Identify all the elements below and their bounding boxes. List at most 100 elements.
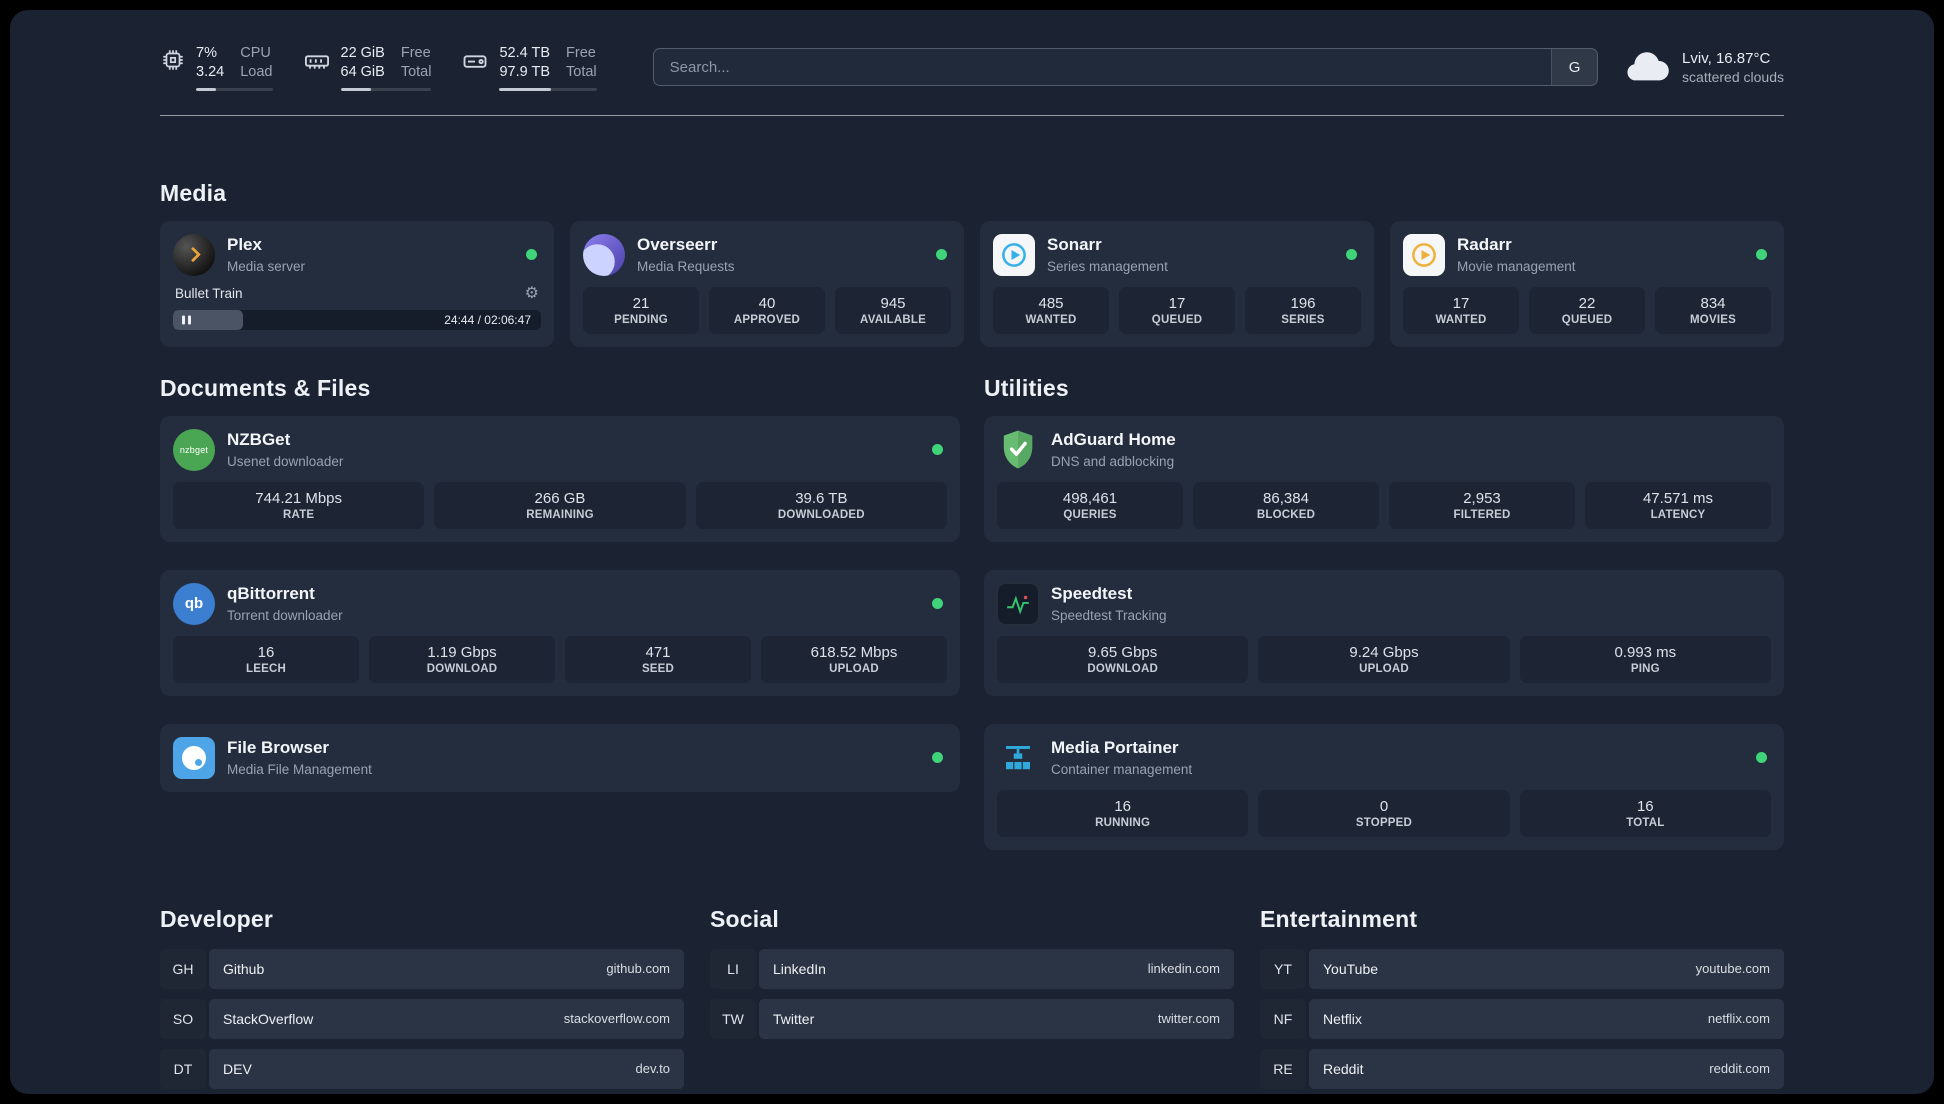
bookmark-dev[interactable]: DT DEV dev.to bbox=[160, 1048, 684, 1089]
stat-queued: 22 QUEUED bbox=[1529, 286, 1645, 334]
bookmark-pill: DEV dev.to bbox=[209, 1048, 684, 1089]
bookmark-reddit[interactable]: RE Reddit reddit.com bbox=[1260, 1048, 1784, 1089]
bookmark-github[interactable]: GH Github github.com bbox=[160, 948, 684, 989]
bookmark-pill: Reddit reddit.com bbox=[1309, 1048, 1784, 1089]
card-adguard[interactable]: AdGuard Home DNS and adblocking 498,461 … bbox=[984, 415, 1784, 542]
pause-icon[interactable] bbox=[182, 315, 191, 325]
memory-progress-bar bbox=[340, 87, 432, 91]
cpu-icon bbox=[160, 47, 186, 73]
disk-free: 52.4 TB bbox=[499, 45, 551, 61]
card-filebrowser[interactable]: File Browser Media File Management bbox=[160, 723, 960, 792]
stat-approved: 40 APPROVED bbox=[709, 286, 825, 334]
stat-series: 196 SERIES bbox=[1245, 286, 1361, 334]
card-title: Sonarr bbox=[1047, 235, 1102, 255]
overseerr-icon bbox=[583, 233, 625, 276]
card-portainer[interactable]: Media Portainer Container management 16 … bbox=[984, 723, 1784, 850]
bookmark-pill: StackOverflow stackoverflow.com bbox=[209, 998, 684, 1039]
bookmark-stackoverflow[interactable]: SO StackOverflow stackoverflow.com bbox=[160, 998, 684, 1039]
card-nzbget[interactable]: nzbget NZBGet Usenet downloader 744.21 M… bbox=[160, 415, 960, 542]
utilities-column: Utilities AdGuard Home bbox=[984, 375, 1784, 850]
bookmark-abbr: YT bbox=[1260, 948, 1306, 989]
stat-blocked: 86,384 BLOCKED bbox=[1193, 481, 1379, 529]
card-title: File Browser bbox=[227, 738, 330, 758]
playback-time: 24:44 / 02:06:47 bbox=[444, 312, 531, 327]
bookmark-abbr: LI bbox=[710, 948, 756, 989]
card-sonarr[interactable]: Sonarr Series management 485 WANTED 17 Q… bbox=[980, 220, 1374, 347]
bookmark-pill: Github github.com bbox=[209, 948, 684, 989]
cpu-label-bottom: Load bbox=[240, 63, 273, 80]
weather-condition: scattered clouds bbox=[1682, 68, 1784, 85]
weather-widget: Lviv, 16.87°C scattered clouds bbox=[1624, 50, 1784, 85]
stat-wanted: 485 WANTED bbox=[993, 286, 1109, 334]
card-subtitle: Series management bbox=[1047, 258, 1168, 274]
bookmark-abbr: DT bbox=[160, 1048, 206, 1089]
cpu-widget: 7% 3.24 CPU Load bbox=[160, 44, 273, 91]
plex-icon bbox=[173, 233, 215, 276]
stat-seed: 471 SEED bbox=[565, 635, 751, 683]
stat-rate: 744.21 Mbps RATE bbox=[173, 481, 425, 529]
bookmark-youtube[interactable]: YT YouTube youtube.com bbox=[1260, 948, 1784, 989]
stat-queries: 498,461 QUERIES bbox=[997, 481, 1183, 529]
section-title-media: Media bbox=[160, 179, 227, 206]
stat-running: 16 RUNNING bbox=[997, 789, 1249, 837]
card-title: Media Portainer bbox=[1051, 738, 1179, 758]
status-dot bbox=[1346, 249, 1357, 261]
card-title: Overseerr bbox=[637, 235, 718, 255]
gear-icon[interactable]: ⚙ bbox=[524, 284, 539, 302]
bookmark-abbr: RE bbox=[1260, 1048, 1306, 1089]
playback-progress-fill bbox=[173, 309, 243, 330]
card-plex[interactable]: Plex Media server Bullet Train ⚙ 24:44 /… bbox=[160, 220, 554, 347]
card-radarr[interactable]: Radarr Movie management 17 WANTED 22 QUE… bbox=[1390, 220, 1784, 347]
track-title: Bullet Train bbox=[175, 286, 243, 302]
radarr-icon bbox=[1403, 233, 1445, 276]
card-title: NZBGet bbox=[227, 430, 291, 450]
plex-now-playing: Bullet Train ⚙ 24:44 / 02:06:47 bbox=[173, 284, 541, 330]
memory-icon bbox=[303, 47, 331, 75]
stat-leech: 16 LEECH bbox=[173, 635, 359, 683]
bookmark-group-entertainment: Entertainment YT YouTube youtube.com NF … bbox=[1260, 906, 1784, 1094]
middle-columns: Documents & Files nzbget NZBGet Usenet d… bbox=[160, 375, 1784, 850]
search-provider-button[interactable]: G bbox=[1551, 49, 1598, 86]
card-title: Plex bbox=[227, 235, 262, 255]
nzbget-icon: nzbget bbox=[173, 428, 215, 471]
disk-total: 97.9 TB bbox=[499, 63, 551, 80]
disk-label-bottom: Total bbox=[566, 63, 597, 80]
section-title-social: Social bbox=[710, 905, 779, 932]
stat-ping: 0.993 ms PING bbox=[1519, 635, 1771, 683]
playback-progress-bar: 24:44 / 02:06:47 bbox=[173, 309, 541, 330]
cpu-progress-bar bbox=[196, 87, 273, 91]
status-dot bbox=[932, 752, 943, 764]
status-dot bbox=[1756, 249, 1767, 261]
card-speedtest[interactable]: Speedtest Speedtest Tracking 9.65 Gbps D… bbox=[984, 569, 1784, 696]
topbar: 7% 3.24 CPU Load bbox=[160, 44, 1784, 91]
divider bbox=[160, 114, 1784, 116]
card-title: qBittorrent bbox=[227, 584, 315, 604]
card-title: AdGuard Home bbox=[1051, 430, 1176, 450]
portainer-icon bbox=[997, 737, 1039, 779]
bookmark-pill: Netflix netflix.com bbox=[1309, 998, 1784, 1039]
filebrowser-icon bbox=[173, 736, 215, 779]
dashboard: 7% 3.24 CPU Load bbox=[10, 10, 1934, 1094]
bookmark-linkedin[interactable]: LI LinkedIn linkedin.com bbox=[710, 948, 1234, 989]
search-input[interactable] bbox=[653, 49, 1552, 86]
card-qbittorrent[interactable]: qb qBittorrent Torrent downloader 16 LEE… bbox=[160, 569, 960, 696]
card-subtitle: Movie management bbox=[1457, 258, 1576, 274]
bookmark-abbr: SO bbox=[160, 998, 206, 1039]
card-overseerr[interactable]: Overseerr Media Requests 21 PENDING 40 A… bbox=[570, 220, 964, 347]
cpu-label-top: CPU bbox=[240, 45, 271, 61]
status-dot bbox=[936, 249, 947, 261]
section-title-entertainment: Entertainment bbox=[1260, 905, 1418, 932]
status-dot bbox=[1756, 752, 1767, 764]
search-bar[interactable]: G bbox=[652, 48, 1599, 87]
stat-download: 1.19 Gbps DOWNLOAD bbox=[369, 635, 555, 683]
status-dot bbox=[526, 249, 537, 261]
stat-available: 945 AVAILABLE bbox=[835, 286, 951, 334]
bookmark-twitter[interactable]: TW Twitter twitter.com bbox=[710, 998, 1234, 1039]
stat-upload: 9.24 Gbps UPLOAD bbox=[1258, 635, 1510, 683]
disk-label-top: Free bbox=[566, 45, 596, 61]
bookmark-netflix[interactable]: NF Netflix netflix.com bbox=[1260, 998, 1784, 1039]
qbittorrent-icon: qb bbox=[173, 582, 215, 625]
bookmark-group-social: Social LI LinkedIn linkedin.com TW Twitt… bbox=[710, 906, 1234, 1094]
bookmark-pill: YouTube youtube.com bbox=[1309, 948, 1784, 989]
card-subtitle: DNS and adblocking bbox=[1051, 453, 1175, 469]
